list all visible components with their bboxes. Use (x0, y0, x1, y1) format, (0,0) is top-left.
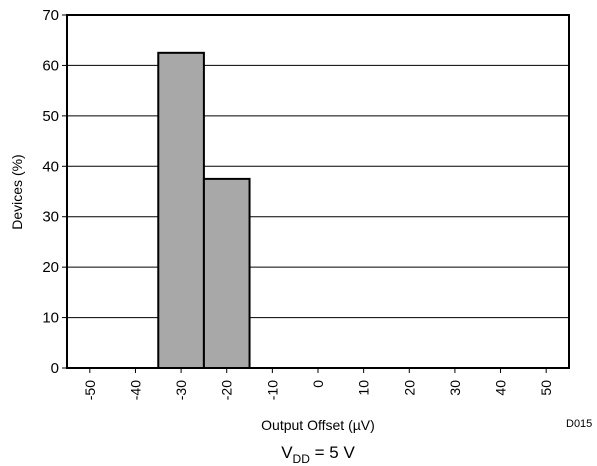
y-tick-label: 0 (51, 360, 59, 377)
x-tick-label: 20 (401, 380, 417, 396)
x-tick-label: 0 (310, 380, 326, 388)
y-tick-label: 30 (42, 209, 59, 226)
y-tick-label: 50 (42, 108, 59, 125)
x-tick-label: 10 (356, 380, 372, 396)
y-axis-label: Devices (%) (9, 154, 25, 229)
caption: VDD = 5 V (281, 443, 355, 466)
x-tick-label: 50 (538, 380, 554, 396)
x-tick-label: 40 (493, 380, 509, 396)
x-axis-label: Output Offset (µV) (261, 417, 375, 433)
y-tick-label: 20 (42, 259, 59, 276)
x-tick-label: 30 (447, 380, 463, 396)
figure-code: D015 (566, 418, 592, 430)
y-tick-label: 40 (42, 158, 59, 175)
y-tick-label: 60 (42, 57, 59, 74)
plot-frame (66, 14, 570, 369)
x-tick-label: -10 (264, 380, 280, 400)
x-tick-label: -30 (173, 380, 189, 400)
caption-subscript: DD (293, 452, 311, 466)
caption-part: V (281, 443, 293, 462)
x-tick-label: -20 (219, 380, 235, 400)
y-tick-label: 70 (42, 7, 59, 24)
bar (202, 177, 251, 369)
x-tick-label: -40 (127, 380, 143, 400)
bar (157, 51, 205, 369)
y-tick-label: 10 (42, 310, 59, 327)
x-tick-label: -50 (82, 380, 98, 400)
caption-part: = 5 V (310, 443, 356, 462)
